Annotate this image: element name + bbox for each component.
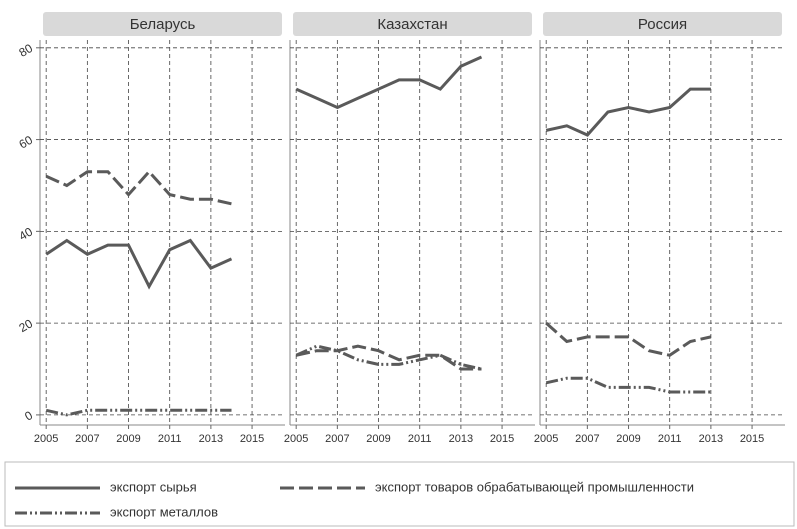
x-tick-label: 2015 [490, 433, 514, 445]
panel-header [543, 12, 782, 36]
x-tick-label: 2005 [34, 433, 58, 445]
panel-title: Беларусь [130, 16, 196, 33]
y-tick-label: 80 [17, 41, 36, 60]
panel-title: Казахстан [377, 16, 447, 33]
line-series [45, 408, 232, 417]
panel-header [43, 12, 282, 36]
y-tick-label: 20 [17, 316, 36, 335]
line-series [45, 238, 233, 290]
x-tick-label: 2011 [158, 433, 182, 445]
x-tick-label: 2013 [199, 433, 223, 445]
panel-title: Россия [638, 16, 687, 33]
line-series [295, 344, 482, 371]
line-series [545, 87, 711, 137]
legend-label: экспорт товаров обрабатывающей промышлен… [375, 479, 694, 494]
x-tick-label: 2013 [449, 433, 473, 445]
x-tick-label: 2007 [75, 433, 99, 445]
x-tick-label: 2009 [616, 433, 640, 445]
x-tick-label: 2005 [284, 433, 308, 445]
x-tick-label: 2007 [325, 433, 349, 445]
legend-label: экспорт сырья [110, 479, 197, 494]
x-tick-label: 2007 [575, 433, 599, 445]
y-tick-label: 0 [22, 408, 35, 424]
legend-label: экспорт металлов [110, 504, 218, 519]
line-series [545, 321, 712, 357]
x-tick-label: 2011 [658, 433, 682, 445]
panel-header [293, 12, 532, 36]
x-tick-label: 2009 [366, 433, 390, 445]
x-tick-label: 2009 [116, 433, 140, 445]
x-tick-label: 2005 [534, 433, 558, 445]
line-series [545, 376, 711, 394]
x-tick-label: 2013 [699, 433, 723, 445]
line-series [295, 55, 483, 110]
x-tick-label: 2015 [240, 433, 264, 445]
x-tick-label: 2015 [740, 433, 764, 445]
line-series [45, 169, 232, 206]
x-tick-label: 2011 [408, 433, 432, 445]
legend-box [4, 461, 795, 527]
line-series [295, 344, 482, 371]
y-tick-label: 40 [17, 224, 36, 243]
y-tick-label: 60 [17, 133, 36, 152]
